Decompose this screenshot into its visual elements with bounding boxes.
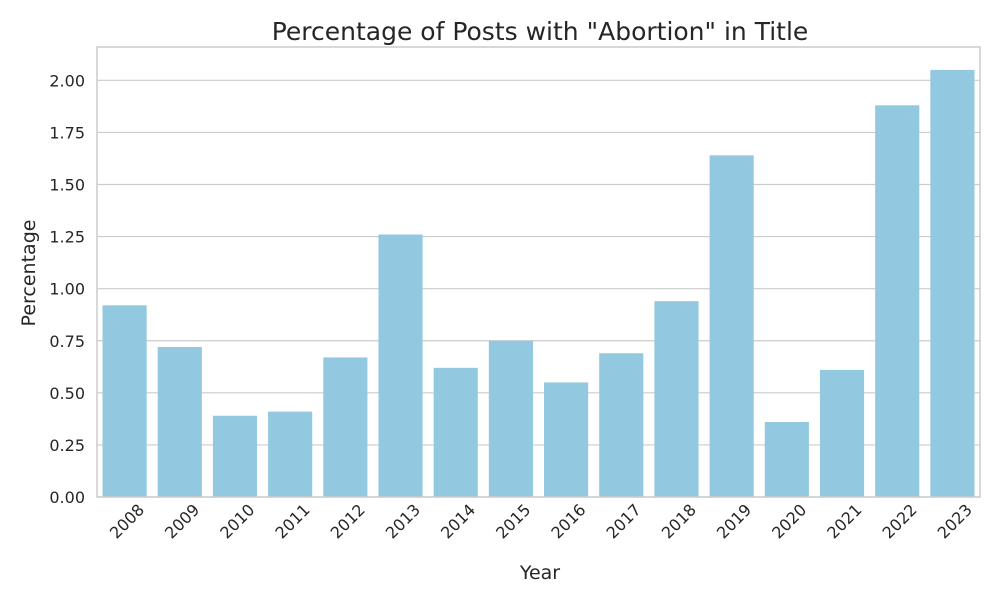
y-tick-label: 2.00 <box>49 71 85 90</box>
y-tick-labels: 0.00 0.25 0.50 0.75 1.00 1.25 1.50 1.75 2.00 <box>49 71 85 507</box>
bar-2017 <box>599 353 644 497</box>
plot-frame <box>96 46 981 498</box>
y-tick-label: 0.25 <box>49 436 85 455</box>
y-axis-label: Percentage <box>18 220 40 327</box>
bar-2022 <box>875 105 920 497</box>
bar-2009 <box>157 347 202 497</box>
y-tick-label: 1.25 <box>49 228 85 247</box>
bars <box>102 69 975 498</box>
bar-2010 <box>212 415 258 497</box>
chart-title: Percentage of Posts with "Abortion" in T… <box>272 17 809 46</box>
bar-2020 <box>764 422 809 497</box>
bar-2008 <box>102 305 147 497</box>
y-tick-label: 1.50 <box>49 176 85 195</box>
bar-2016 <box>544 382 589 497</box>
bar-2012 <box>323 357 368 497</box>
plot-frame-rect <box>96 46 981 498</box>
bar-2011 <box>268 411 313 497</box>
bar-2014 <box>433 367 478 497</box>
y-tick-label: 0.50 <box>49 384 85 403</box>
bar-2018 <box>654 301 699 497</box>
x-axis-label: Year <box>519 562 560 584</box>
bar-2019 <box>709 155 754 498</box>
y-tick-label: 0.75 <box>49 332 85 351</box>
y-tick-label: 1.75 <box>49 123 85 142</box>
bar-2023 <box>930 69 975 498</box>
y-tick-label: 1.00 <box>49 280 85 299</box>
bar-2021 <box>819 369 865 497</box>
y-tick-label: 0.00 <box>49 488 85 507</box>
bar-2013 <box>378 234 423 497</box>
bar-2015 <box>488 340 533 497</box>
